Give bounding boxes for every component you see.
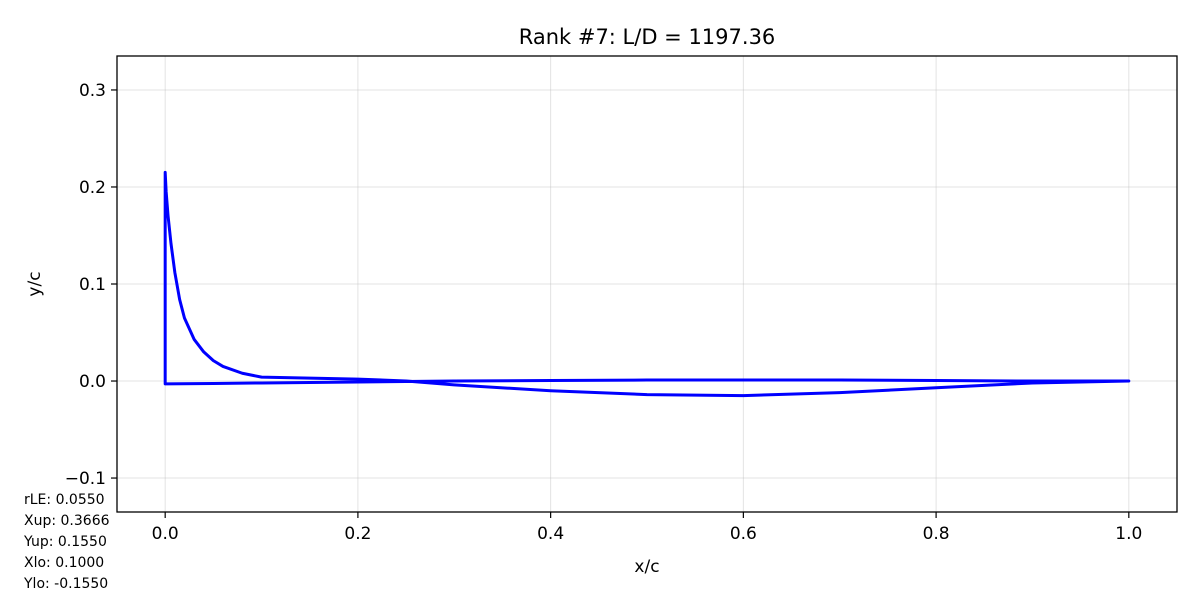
axes: 0.0 0.2 0.4 0.6 0.8 1.0 −0.1 0.0 0.1 0.2 0.3 bbox=[65, 55, 1178, 544]
y-tick-label: 0.1 bbox=[79, 275, 106, 295]
x-tick-label: 0.8 bbox=[923, 524, 950, 544]
chart-title: Rank #7: L/D = 1197.36 bbox=[519, 25, 776, 49]
param-yup: Yup: 0.1550 bbox=[23, 534, 107, 550]
x-tick-label: 1.0 bbox=[1115, 524, 1142, 544]
grid bbox=[117, 56, 1177, 512]
y-tick-label: −0.1 bbox=[65, 469, 106, 489]
param-xlo: Xlo: 0.1000 bbox=[24, 555, 104, 571]
plot-lines bbox=[163, 170, 1131, 398]
param-ylo: Ylo: -0.1550 bbox=[23, 576, 108, 592]
y-tick-label: 0.0 bbox=[79, 372, 106, 392]
x-tick-label: 0.4 bbox=[537, 524, 564, 544]
x-axis-label: x/c bbox=[634, 557, 659, 577]
airfoil-series-line bbox=[163, 170, 1131, 398]
y-axis-label: y/c bbox=[25, 271, 45, 296]
y-tick-label: 0.3 bbox=[79, 81, 106, 101]
x-tick-label: 0.2 bbox=[344, 524, 371, 544]
x-tick-label: 0.0 bbox=[152, 524, 179, 544]
param-rle: rLE: 0.0550 bbox=[24, 492, 105, 508]
param-text-block: rLE: 0.0550 Xup: 0.3666 Yup: 0.1550 Xlo:… bbox=[23, 492, 110, 592]
param-xup: Xup: 0.3666 bbox=[24, 513, 110, 529]
y-tick-label: 0.2 bbox=[79, 178, 106, 198]
x-tick-label: 0.6 bbox=[730, 524, 757, 544]
